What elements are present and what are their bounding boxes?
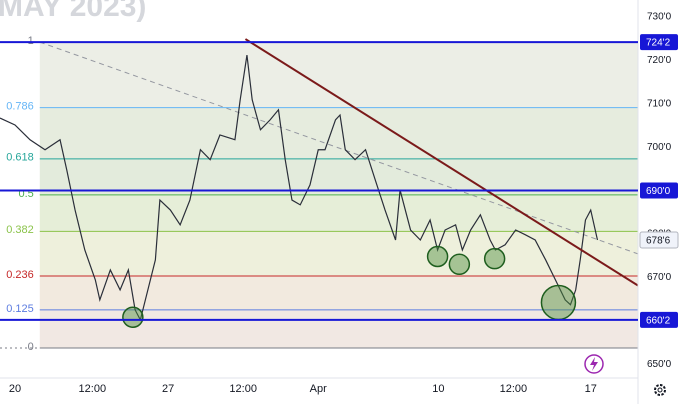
fib-band (39, 231, 638, 277)
marker-circle (426, 245, 449, 268)
trend-line (244, 38, 638, 287)
fib-band (39, 276, 638, 310)
marker-circle (448, 253, 471, 276)
price-label: 678'6 (646, 236, 671, 247)
fib-band (39, 194, 638, 232)
settings-icon[interactable] (654, 384, 666, 396)
fib-label: 0.618 (6, 152, 34, 164)
y-tick-label: 720'0 (647, 55, 672, 66)
price-label: 690'0 (646, 186, 671, 197)
price-line (0, 55, 599, 322)
chart-title: (MAY 2023) (0, 0, 146, 23)
price-label-bg (640, 182, 678, 199)
y-tick-label: 670'0 (647, 272, 672, 283)
y-tick-label: 700'0 (647, 142, 672, 153)
y-tick-label: 650'0 (647, 359, 672, 370)
fib-band (39, 158, 638, 195)
fib-label: 0.786 (6, 101, 34, 113)
x-tick-label: Apr (310, 383, 327, 395)
fib-label: 0.125 (6, 303, 34, 315)
x-tick-label: 12:00 (500, 383, 528, 395)
marker-circle (122, 306, 144, 328)
fib-label: 0.236 (6, 269, 34, 281)
price-label-bg (639, 231, 679, 249)
price-label: 724'2 (646, 38, 671, 49)
marker-circle (540, 284, 577, 321)
x-tick-label: 17 (585, 383, 597, 395)
dashed-line (39, 41, 638, 255)
fib-band (39, 309, 638, 349)
x-tick-label: 20 (9, 383, 21, 395)
fib-label: 0.382 (6, 224, 34, 236)
fib-label: 0 (28, 341, 34, 353)
price-label: 660'2 (646, 315, 671, 326)
marker-circle (483, 247, 506, 270)
price-label-bg (640, 311, 678, 328)
alert-icon[interactable] (584, 354, 604, 374)
fib-band (39, 107, 638, 159)
y-tick-label: 710'0 (647, 98, 672, 109)
x-tick-label: 27 (162, 383, 174, 395)
x-tick-label: 12:00 (229, 383, 257, 395)
price-label-bg (640, 34, 678, 51)
x-tick-label: 12:00 (79, 383, 107, 395)
x-tick-label: 10 (432, 383, 444, 395)
y-tick-label: 730'0 (647, 12, 672, 23)
fib-label: 1 (28, 35, 34, 47)
